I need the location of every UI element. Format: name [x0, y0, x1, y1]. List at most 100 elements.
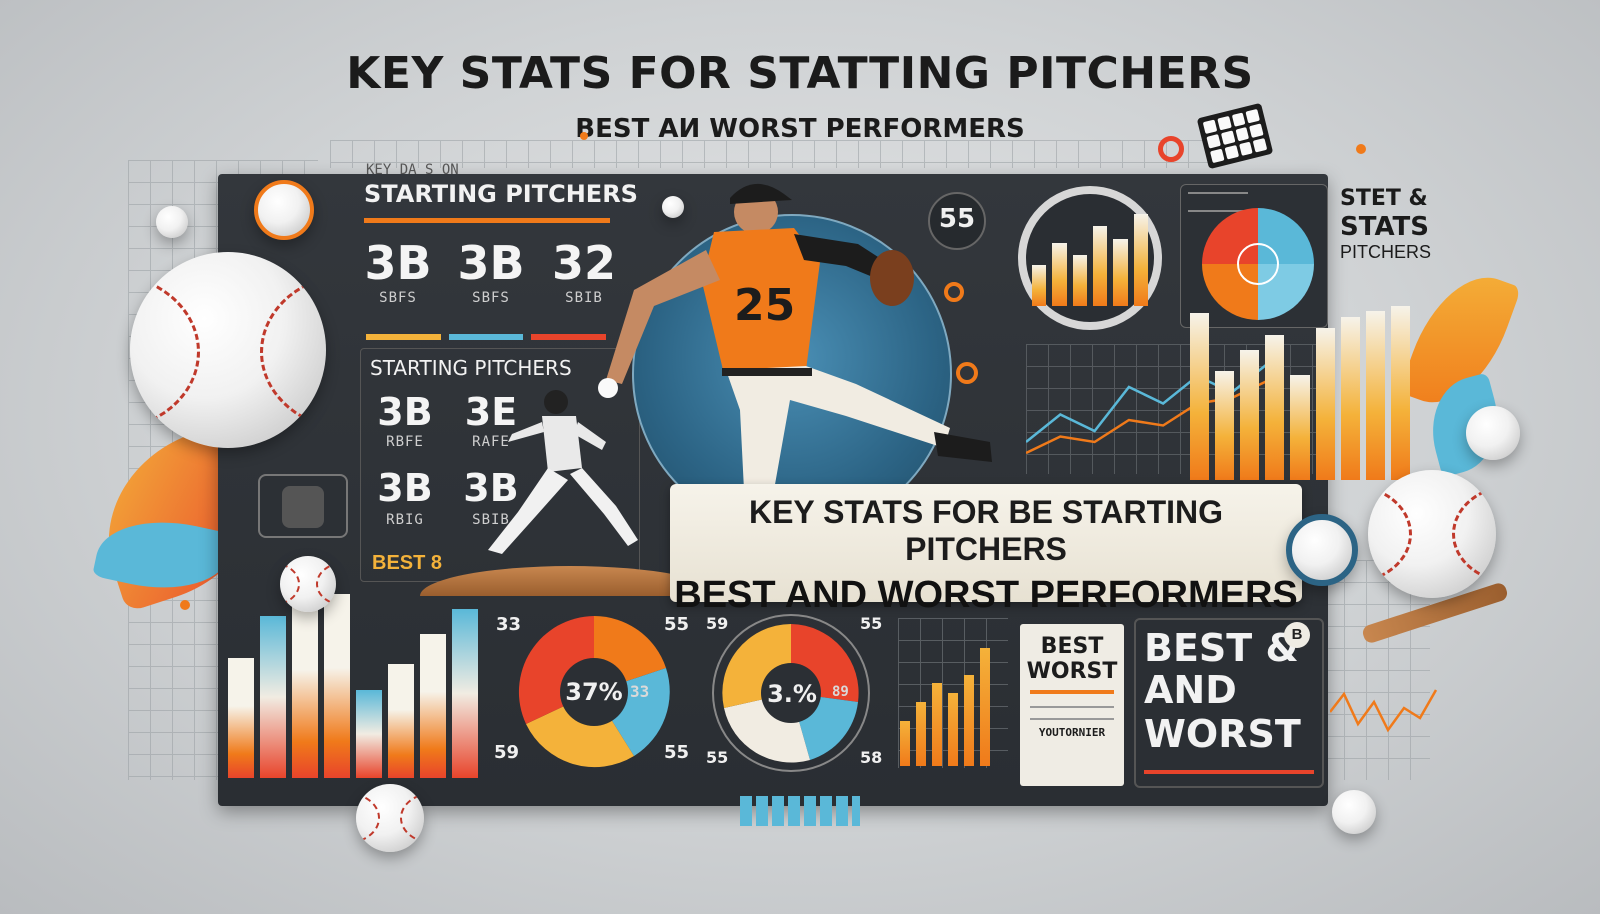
faded-caption: KEY DA S ON: [366, 162, 459, 178]
baseball-bottom: [356, 784, 424, 852]
baseball-bottom-right: [1332, 790, 1376, 834]
donut-right-ring: [712, 614, 870, 772]
donut-right-side: 89: [832, 684, 849, 700]
card-best: BEST: [1040, 634, 1104, 659]
sub-stat-value-1: 3B: [377, 390, 433, 434]
bottom-blue-strip: [740, 796, 860, 826]
donut-right-label-br: 58: [860, 748, 883, 767]
baseball-small-topleft: [156, 206, 188, 238]
stat-tile: 3B SBFS: [449, 236, 533, 316]
chart-bar: [1113, 238, 1128, 306]
chart-bar: [948, 693, 958, 766]
player-badge-icon: [258, 474, 348, 538]
chart-bar: [1072, 254, 1087, 306]
banner-line2: BEST AND WORST PERFORMERS: [674, 574, 1298, 616]
donut-left-label-tl: 33: [496, 614, 522, 635]
baseball-bottomleft: [280, 556, 336, 612]
bottom-bar-chart: [228, 594, 478, 778]
chart-bar: [916, 702, 926, 766]
best-worst-card: BEST WORST YOUTORNIER: [1020, 624, 1124, 786]
dot-orange-top: [1356, 144, 1366, 154]
chart-bar: [1190, 313, 1210, 480]
chart-bar: [1315, 327, 1335, 480]
chart-bar: [1133, 214, 1148, 306]
donut-left-label-bl: 59: [494, 742, 520, 763]
left-title-underline: [364, 218, 610, 223]
big-line2: AND: [1144, 668, 1237, 712]
baseball-right-large: [1368, 470, 1496, 598]
chart-bar: [228, 658, 254, 778]
card-worst: WORST: [1026, 659, 1118, 684]
left-stats-row: 3B SBFS 3B SBFS 32 SBIB: [356, 236, 626, 316]
sub-stat-label-1: RBFE: [386, 434, 424, 450]
badge-55-circle: [928, 192, 986, 250]
chart-bar: [1265, 335, 1285, 480]
bg-grid-top: [330, 140, 1230, 168]
title-banner: KEY STATS FOR BE STARTING PITCHERS BEST …: [670, 484, 1302, 616]
left-panel-title: STARTING PITCHERS: [364, 180, 638, 208]
stat-label: SBFS: [472, 290, 510, 306]
sub-stat-value-3: 3B: [377, 466, 433, 510]
headline: KEY STATS FOR STATTING PITCHERS: [346, 48, 1254, 99]
chart-bar: [1215, 371, 1235, 480]
baseball-dash-right: [1286, 514, 1358, 586]
quad-pie-chart: [1202, 208, 1314, 320]
subheadline: BEST AИ WORST PERFORMERS: [575, 114, 1025, 144]
card-underline: [1030, 690, 1114, 694]
chart-bar: [1240, 349, 1260, 480]
color-strip: [366, 334, 607, 340]
sub-stat-label-3: RBIG: [386, 512, 424, 528]
chart-bar: [1032, 265, 1047, 306]
baseball-small-mid: [662, 196, 684, 218]
donut-left-label-tr: 55: [664, 614, 690, 635]
stat-value: 32: [551, 236, 616, 290]
mini-line-chart: [1330, 689, 1438, 733]
chart-bar: [900, 720, 910, 766]
orange-ring-2: [956, 362, 978, 384]
chart-bar: [1290, 374, 1310, 480]
small-pitcher-figure: [488, 390, 638, 554]
donut-left-label-br: 55: [664, 742, 690, 763]
main-pitcher-figure: 25: [598, 183, 992, 490]
strip-red: [531, 334, 607, 340]
donut-left-side: 33: [630, 682, 650, 701]
chart-bar: [1365, 311, 1385, 480]
stat-label: SBFS: [379, 290, 417, 306]
donut-left-center: 37%: [565, 678, 623, 706]
small-bar-chart: [900, 648, 990, 766]
badge-55: 55: [938, 204, 976, 234]
sub-stat-value-4: 3B: [463, 466, 519, 510]
banner-line1: KEY STATS FOR BE STARTING PITCHERS: [748, 494, 1224, 567]
chart-bar: [1390, 306, 1410, 480]
chart-bar: [324, 594, 350, 778]
chart-bar: [1340, 316, 1360, 480]
sub-stat-value-2: 3E: [464, 390, 518, 434]
baseball-large-left: [130, 252, 326, 448]
chart-bar: [292, 597, 318, 778]
chart-bar: [1093, 226, 1108, 306]
big-badge: B: [1284, 622, 1310, 648]
chart-bar: [260, 616, 286, 778]
pie-card-lines: [1188, 192, 1248, 212]
right-card-line2: STATS: [1340, 212, 1430, 242]
baseball-ring-topleft: [254, 180, 314, 240]
donut-right-label-tr: 55: [860, 614, 883, 633]
big-line1: BEST &: [1144, 626, 1299, 670]
chart-bar: [964, 675, 974, 766]
stat-value: 3B: [364, 236, 432, 290]
stat-label: SBIB: [565, 290, 603, 306]
stat-tile: 3B SBFS: [356, 236, 440, 316]
big-line3: WORST: [1144, 712, 1301, 756]
right-card-line1: STET &: [1340, 186, 1428, 211]
donut-chart-left: [518, 616, 670, 768]
sub-stat-label-2: RAFE: [472, 434, 510, 450]
chart-bar: [388, 663, 414, 778]
stat-value: 3B: [457, 236, 525, 290]
stat-tile: 32 SBIB: [542, 236, 626, 316]
donut-chart-right: [722, 624, 859, 763]
sub-stat-label-4: SBIB: [472, 512, 510, 528]
jersey-number: 25: [734, 280, 795, 331]
strip-blue: [448, 334, 524, 340]
big-underline: [1144, 770, 1314, 774]
donut-right-label-tl: 59: [706, 614, 729, 633]
